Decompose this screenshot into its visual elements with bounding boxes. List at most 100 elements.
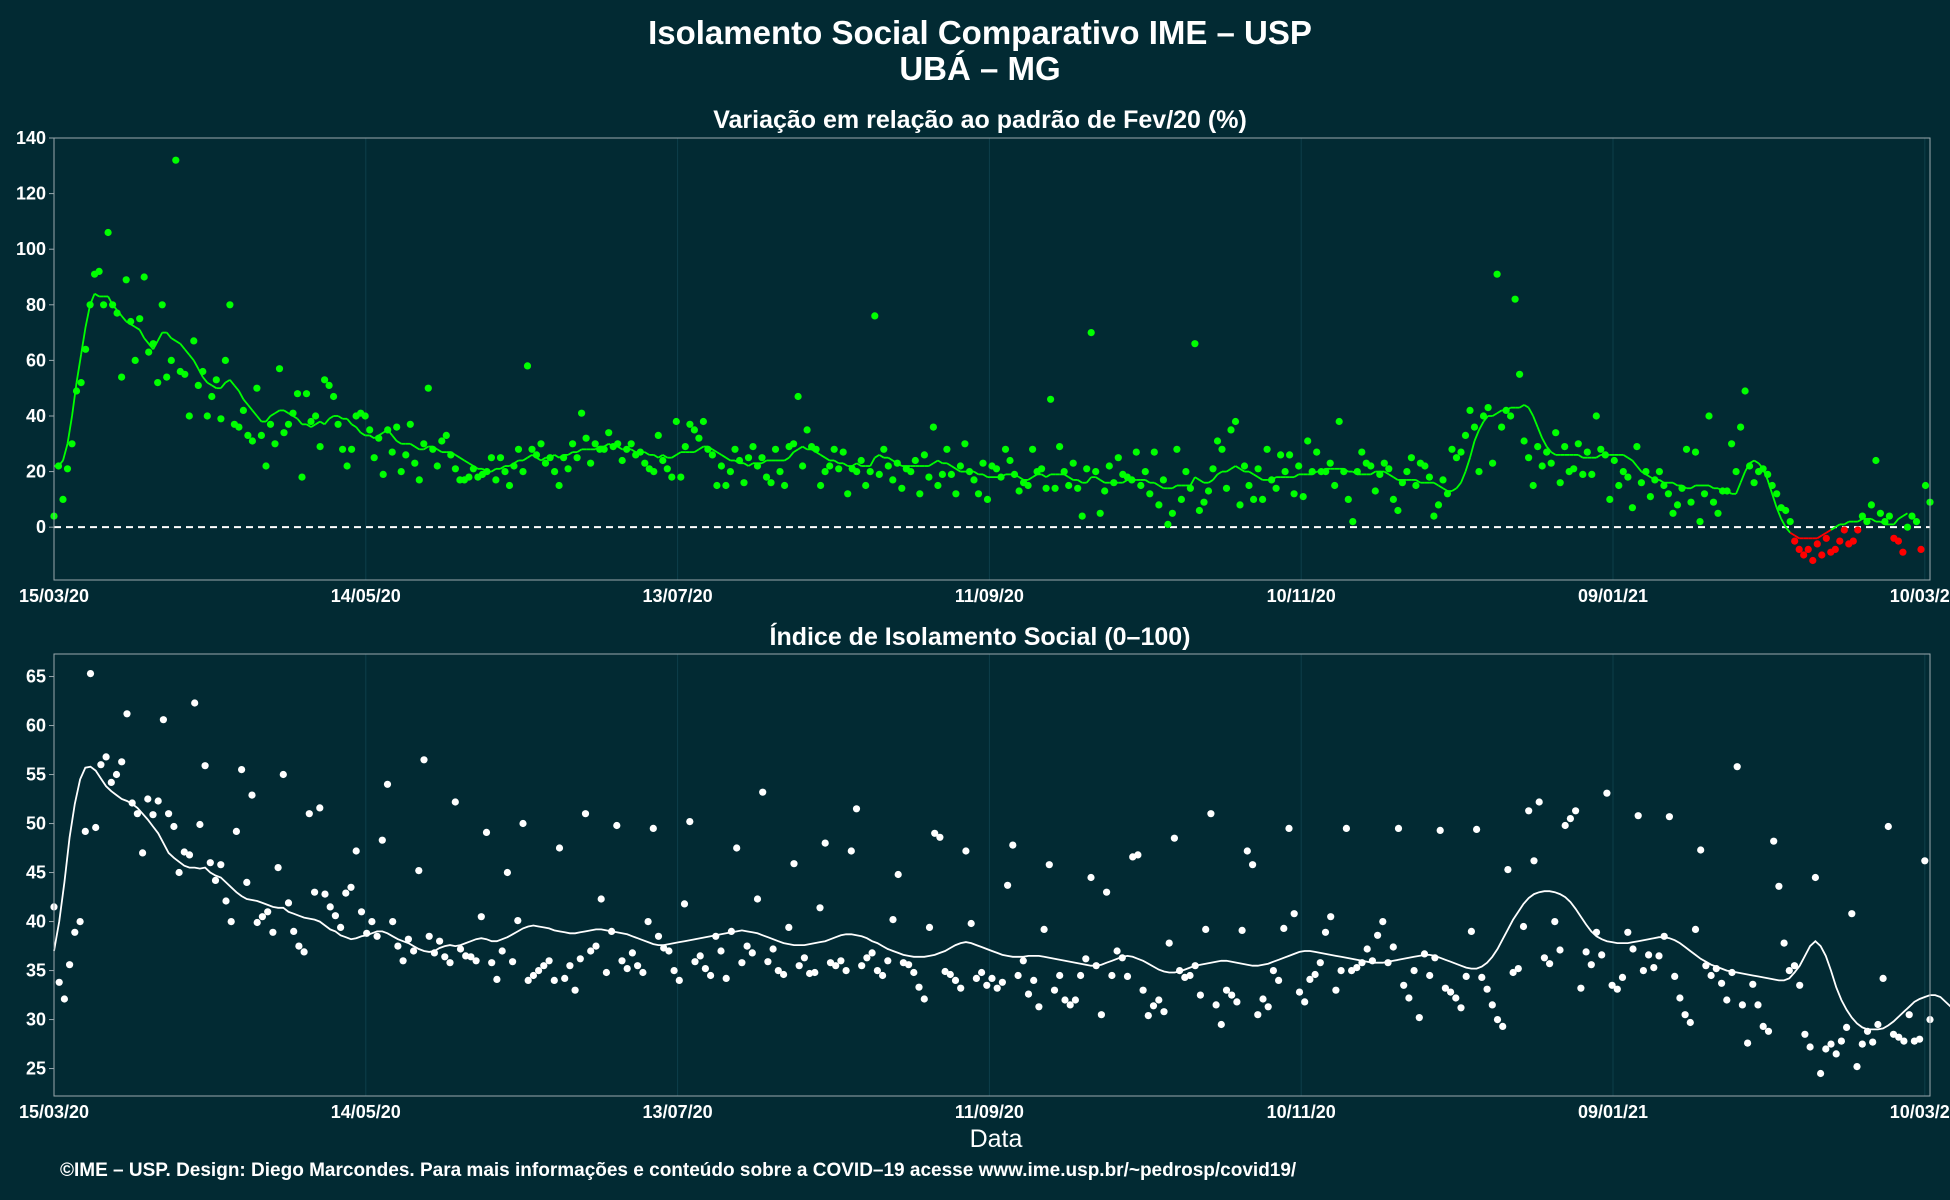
bottom-data-point — [972, 974, 981, 983]
top-data-point — [1538, 462, 1546, 470]
top-data-point — [614, 440, 622, 448]
top-data-point — [1056, 443, 1064, 451]
top-data-point — [1412, 481, 1420, 490]
top-moving-average-segment — [84, 304, 91, 328]
bottom-data-point — [258, 913, 266, 921]
top-data-point — [582, 434, 590, 442]
top-data-point — [717, 462, 726, 470]
bottom-data-point — [649, 824, 657, 833]
top-data-point — [875, 470, 883, 478]
top-moving-average-segment — [193, 359, 200, 370]
bottom-data-point — [269, 928, 277, 936]
top-data-point — [1331, 481, 1339, 490]
top-data-point — [487, 454, 495, 462]
top-data-point — [348, 445, 356, 453]
bottom-data-point — [60, 995, 68, 1003]
top-data-point — [623, 445, 631, 453]
top-y-tick-label: 100 — [16, 239, 46, 259]
top-data-point — [1773, 490, 1781, 498]
bottom-data-point — [1848, 910, 1856, 918]
top-data-point — [1849, 537, 1857, 545]
top-data-point — [1502, 406, 1510, 414]
top-y-tick-label: 40 — [26, 406, 46, 426]
top-moving-average-segment — [1153, 481, 1160, 487]
bottom-data-point — [86, 670, 95, 678]
top-moving-average-segment — [1672, 481, 1678, 487]
top-data-point — [726, 468, 735, 476]
top-moving-average-segment — [436, 448, 443, 453]
top-moving-average-segment — [842, 462, 849, 467]
top-moving-average-segment — [238, 390, 245, 400]
bottom-data-point — [76, 918, 84, 926]
top-moving-average-segment — [179, 343, 186, 350]
bottom-data-point — [1718, 979, 1726, 987]
top-data-point — [397, 468, 405, 476]
bottom-data-point — [1066, 1001, 1074, 1009]
top-moving-average-segment — [1843, 520, 1850, 526]
bottom-x-tick-label: 13/07/20 — [643, 1102, 713, 1122]
bottom-y-tick-label: 55 — [26, 765, 46, 785]
bottom-y-tick-label: 40 — [26, 912, 46, 932]
top-data-point — [1159, 476, 1167, 484]
top-moving-average-segment — [1095, 476, 1101, 481]
top-moving-average-segment — [1532, 415, 1539, 428]
bottom-data-point — [925, 923, 934, 932]
bottom-data-point — [832, 962, 840, 970]
top-data-point — [343, 462, 351, 470]
top-data-point — [839, 448, 847, 456]
bottom-data-point — [1358, 959, 1366, 967]
top-data-point — [1015, 487, 1023, 495]
bottom-data-point — [1822, 1045, 1830, 1053]
top-data-point — [916, 490, 924, 498]
bottom-data-point — [1082, 955, 1090, 963]
top-moving-average-segment — [1144, 479, 1151, 484]
bottom-data-point — [326, 903, 334, 911]
top-data-point — [325, 381, 333, 389]
bottom-data-point — [378, 836, 386, 844]
bottom-data-point — [1806, 1043, 1814, 1051]
top-moving-average-segment — [414, 445, 420, 451]
top-data-point — [1452, 454, 1461, 462]
bottom-data-point — [675, 976, 683, 985]
top-data-point — [744, 454, 753, 462]
top-moving-average-segment — [184, 348, 190, 356]
top-data-point — [735, 456, 744, 465]
top-moving-average-segment — [716, 451, 722, 456]
top-moving-average-segment — [337, 415, 344, 420]
top-data-point — [992, 465, 1001, 473]
top-data-point — [366, 426, 374, 434]
bottom-data-point — [352, 847, 360, 855]
top-moving-average-segment — [657, 454, 664, 459]
top-data-point — [1001, 445, 1010, 453]
top-data-point — [501, 468, 509, 476]
top-moving-average-segment — [296, 418, 303, 425]
main-subtitle: UBÁ – MG — [899, 50, 1060, 87]
top-moving-average-segment — [120, 315, 127, 323]
top-moving-average-segment — [499, 465, 506, 470]
top-data-point — [451, 465, 459, 473]
top-data-point — [388, 448, 396, 456]
top-data-point — [1029, 445, 1037, 453]
bottom-data-point — [1238, 926, 1246, 935]
top-data-point — [86, 301, 94, 309]
bottom-data-point — [1139, 986, 1147, 994]
bottom-data-point — [1598, 951, 1606, 959]
top-data-point — [1096, 509, 1104, 517]
bottom-data-point — [774, 967, 782, 975]
top-data-point — [1822, 534, 1830, 542]
bottom-panel-title: Índice de Isolamento Social (0–100) — [770, 622, 1191, 651]
top-data-point — [1881, 518, 1889, 526]
bottom-data-point — [717, 947, 725, 955]
bottom-data-point — [1228, 991, 1236, 999]
top-y-tick-label: 0 — [36, 517, 46, 537]
top-data-point — [1570, 465, 1578, 473]
top-data-point — [1213, 437, 1222, 445]
bottom-data-point — [211, 876, 220, 885]
bottom-data-point — [196, 820, 204, 829]
top-data-point — [1525, 454, 1533, 462]
top-data-point — [248, 437, 256, 445]
top-data-point — [641, 459, 649, 467]
bottom-data-point — [1462, 972, 1470, 981]
top-data-point — [483, 468, 491, 476]
bottom-data-point — [1024, 990, 1033, 998]
